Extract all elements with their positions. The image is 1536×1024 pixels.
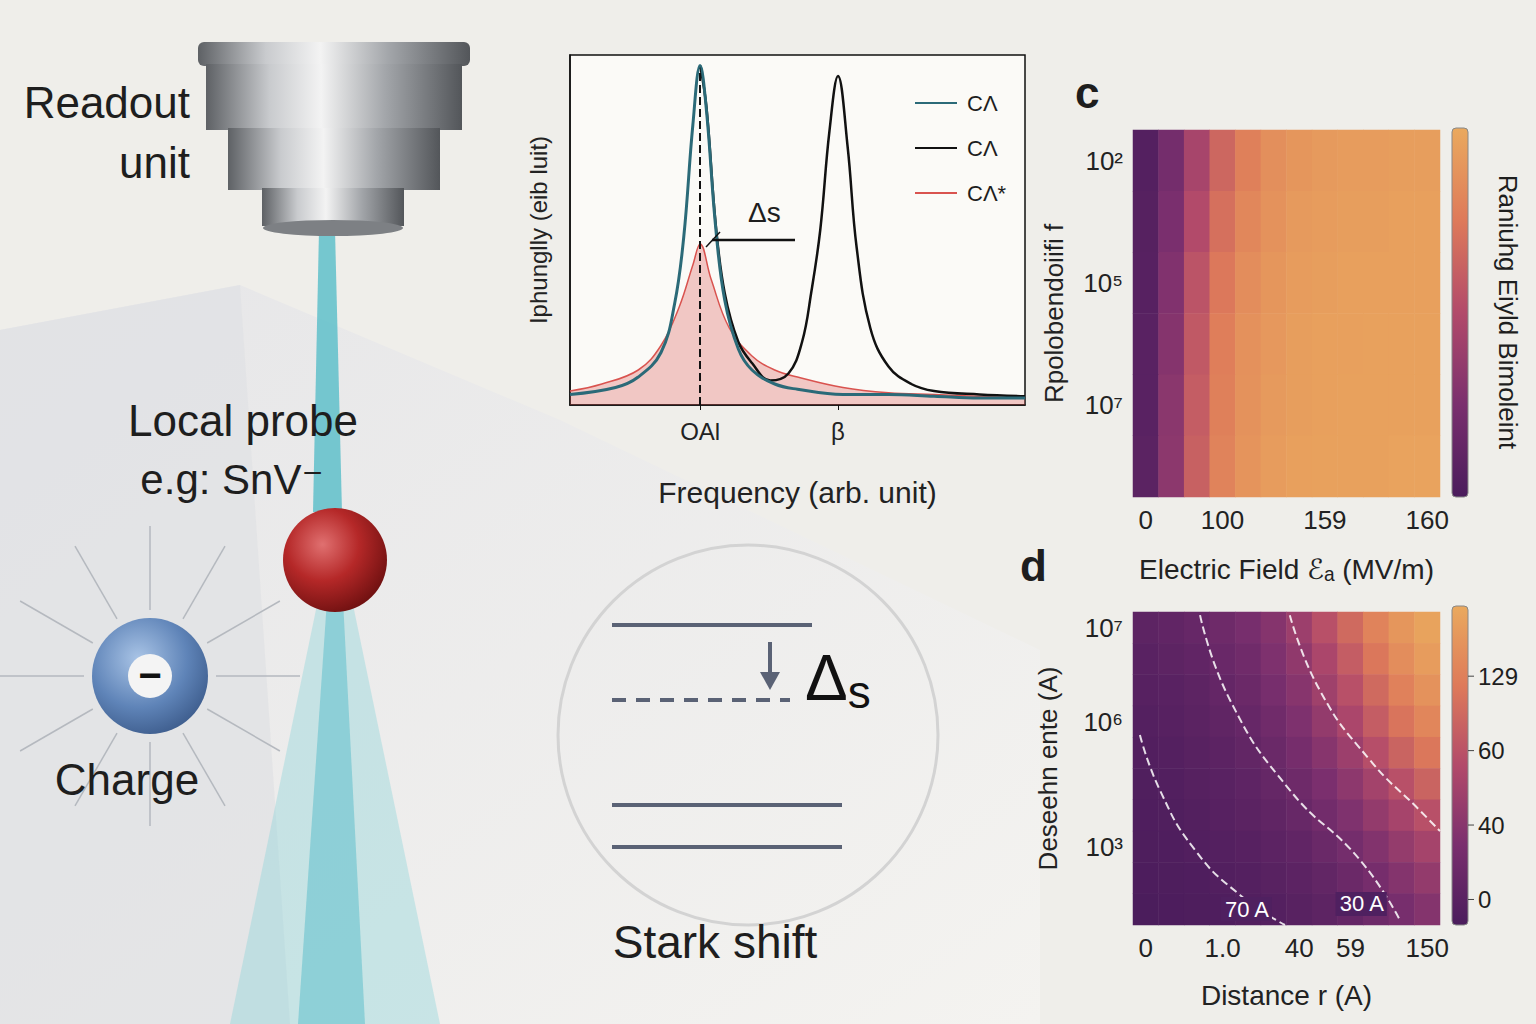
svg-text:OAl: OAl — [680, 418, 720, 445]
svg-text:Iphunglly (eib luit): Iphunglly (eib luit) — [525, 136, 552, 324]
svg-text:Raniuhg Eiyld Bimoleint: Raniuhg Eiyld Bimoleint — [1493, 175, 1523, 450]
svg-text:10⁷: 10⁷ — [1085, 390, 1123, 420]
svg-text:CΛ: CΛ — [967, 136, 998, 161]
svg-text:Δs: Δs — [748, 197, 781, 228]
svg-text:10⁵: 10⁵ — [1083, 268, 1123, 298]
svg-text:60: 60 — [1478, 737, 1505, 764]
svg-text:100: 100 — [1201, 505, 1244, 535]
svg-text:30 A: 30 A — [1340, 891, 1384, 916]
svg-text:10³: 10³ — [1085, 832, 1123, 862]
svg-text:129: 129 — [1478, 663, 1518, 690]
svg-text:59: 59 — [1336, 933, 1365, 963]
svg-text:70 A: 70 A — [1225, 897, 1269, 922]
svg-text:β: β — [831, 418, 845, 445]
svg-text:0: 0 — [1478, 886, 1491, 913]
svg-text:e.g: SnV⁻: e.g: SnV⁻ — [140, 456, 323, 503]
svg-text:unit: unit — [119, 138, 190, 187]
svg-text:Local probe: Local probe — [128, 396, 358, 445]
svg-text:160: 160 — [1406, 505, 1449, 535]
svg-text:CΛ: CΛ — [967, 91, 998, 116]
svg-text:d: d — [1020, 541, 1047, 590]
svg-text:Electric Field ℰₐ (MV/m): Electric Field ℰₐ (MV/m) — [1139, 554, 1434, 585]
svg-text:10⁷: 10⁷ — [1085, 613, 1123, 643]
svg-text:Δs: Δs — [805, 642, 871, 718]
svg-text:40: 40 — [1285, 933, 1314, 963]
svg-text:10²: 10² — [1085, 146, 1123, 176]
svg-text:Distance r (A): Distance r (A) — [1201, 980, 1372, 1011]
svg-text:159: 159 — [1303, 505, 1346, 535]
svg-text:150: 150 — [1406, 933, 1449, 963]
svg-text:Charge: Charge — [55, 755, 199, 804]
svg-text:CΛ*: CΛ* — [967, 181, 1007, 206]
svg-text:Stark shift: Stark shift — [613, 916, 818, 968]
svg-text:0: 0 — [1139, 933, 1153, 963]
svg-text:0: 0 — [1139, 505, 1153, 535]
svg-text:c: c — [1075, 68, 1099, 117]
svg-text:Deseehn ente (A): Deseehn ente (A) — [1033, 667, 1063, 871]
svg-text:Rpolobendoiifi f: Rpolobendoiifi f — [1039, 223, 1069, 403]
svg-text:−: − — [138, 653, 161, 697]
svg-text:40: 40 — [1478, 812, 1505, 839]
svg-text:Frequency (arb. unit): Frequency (arb. unit) — [658, 476, 936, 509]
svg-text:10⁶: 10⁶ — [1083, 707, 1123, 737]
svg-text:1.0: 1.0 — [1204, 933, 1240, 963]
svg-text:Readout: Readout — [24, 78, 190, 127]
